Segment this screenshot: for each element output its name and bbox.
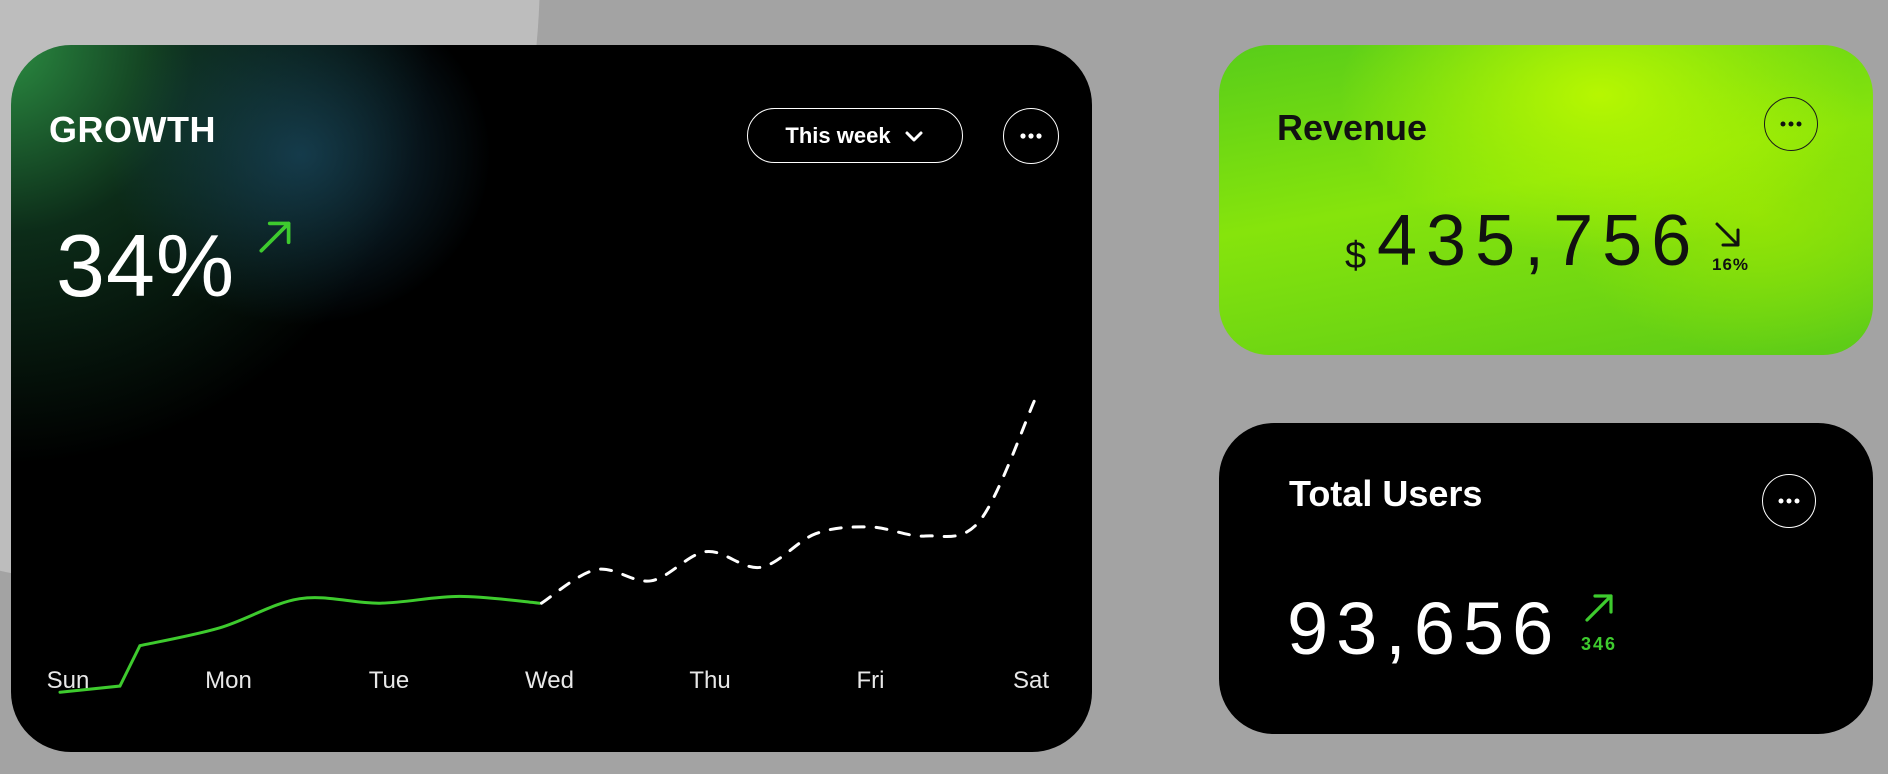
revenue-currency: $: [1345, 235, 1367, 277]
x-axis-label-mon: Mon: [205, 667, 252, 694]
users-value: 93,656: [1287, 587, 1562, 670]
growth-title: GROWTH: [49, 109, 216, 150]
users-card: Total Users 93,656 346: [1219, 423, 1873, 734]
series-solid-line: [58, 594, 541, 694]
revenue-change: 16%: [1712, 255, 1750, 274]
users-more-button[interactable]: [1762, 474, 1816, 528]
period-select[interactable]: This week: [747, 108, 963, 163]
users-title: Total Users: [1289, 473, 1483, 514]
x-axis-label-sun: Sun: [46, 667, 90, 694]
arrow-up-right-icon: [259, 221, 291, 253]
arrow-down-right-icon: [1715, 222, 1740, 247]
x-axis-label-sat: Sat: [1012, 667, 1050, 694]
x-axis-label-thu: Thu: [689, 667, 731, 694]
more-horizontal-icon: [1780, 121, 1802, 127]
revenue-more-button[interactable]: [1764, 97, 1818, 151]
growth-value: 34%: [56, 216, 236, 315]
arrow-up-right-icon: [1585, 594, 1613, 622]
chevron-down-icon: [905, 131, 923, 141]
revenue-title: Revenue: [1277, 107, 1428, 148]
revenue-value: 435,756: [1377, 201, 1701, 281]
x-axis-label-fri: Fri: [856, 667, 885, 694]
more-horizontal-icon: [1020, 133, 1042, 139]
x-axis-label-tue: Tue: [368, 667, 410, 694]
revenue-card: Revenue $ 435,756 16%: [1219, 45, 1873, 355]
growth-card: GROWTH 34% This week Sun Mon Tue Wed Thu Fri S…: [11, 45, 1092, 752]
series-dashed-line: [540, 397, 1037, 605]
x-axis-label-wed: Wed: [525, 667, 574, 694]
growth-chart: [58, 397, 1037, 694]
more-horizontal-icon: [1778, 498, 1800, 504]
growth-more-button[interactable]: [1003, 108, 1059, 164]
users-change: 346: [1581, 634, 1618, 654]
period-select-label: This week: [785, 122, 891, 148]
